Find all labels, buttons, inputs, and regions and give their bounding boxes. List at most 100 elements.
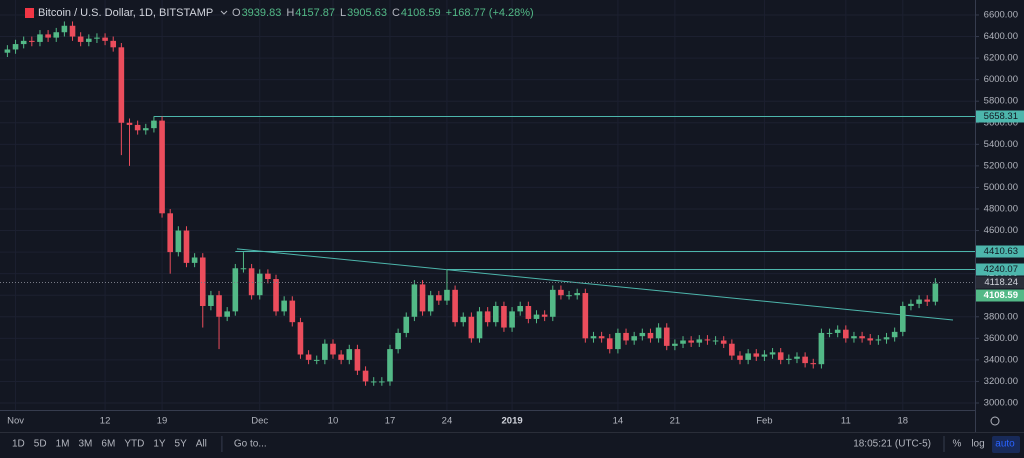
candle-body — [672, 343, 678, 346]
y-tick-label: 3400.00 — [984, 354, 1018, 365]
candle-body — [118, 47, 125, 123]
scale-option[interactable]: % — [953, 439, 962, 450]
candle-body — [932, 283, 939, 302]
candle-body — [826, 332, 833, 334]
candle-body — [411, 284, 418, 317]
candle-body — [45, 34, 51, 38]
range-button[interactable]: 5Y — [175, 439, 188, 450]
ohlc-value: 3939.83 — [242, 7, 282, 19]
range-button[interactable]: YTD — [124, 439, 144, 450]
candle-body — [883, 337, 890, 340]
grid — [0, 0, 975, 410]
candle-body — [362, 370, 369, 382]
toolbar: 1D 5D 1M 3M 6M YTD 1Y 5Y All Go to... 18:05:21 (UT… — [12, 436, 1020, 453]
candle-body — [37, 34, 43, 42]
level-label-bg — [976, 263, 1024, 276]
candle-body — [786, 358, 792, 360]
range-button[interactable]: 3M — [79, 439, 93, 450]
candle-body — [525, 305, 532, 319]
scale-option[interactable]: auto — [995, 439, 1015, 450]
goto-button[interactable]: Go to... — [234, 439, 267, 450]
candle-body — [183, 230, 190, 263]
candle-body — [419, 284, 426, 312]
y-tick-label: 4800.00 — [984, 204, 1018, 215]
range-button[interactable]: 5D — [34, 439, 47, 450]
x-tick-label: 21 — [670, 416, 681, 427]
candle-body — [305, 354, 312, 360]
candle-body — [232, 268, 239, 312]
candle-body — [102, 37, 108, 41]
candle-body — [256, 273, 263, 296]
legend-header: Bitcoin / U.S. Dollar, 1D, BITSTAMP O 393… — [25, 7, 534, 19]
candle-body — [688, 340, 694, 343]
candle-body — [110, 40, 117, 48]
y-tick-label: 3000.00 — [984, 398, 1018, 409]
candle-body — [753, 353, 760, 357]
candle-body — [908, 303, 914, 306]
candle-body — [851, 336, 857, 339]
y-tick-label: 5000.00 — [984, 182, 1018, 193]
candle-body — [191, 257, 198, 263]
range-button[interactable]: 1M — [56, 439, 70, 450]
range-button[interactable]: All — [196, 439, 207, 450]
x-tick-label: 2019 — [502, 416, 523, 427]
y-tick-label: 5600.00 — [984, 117, 1018, 128]
y-tick-label: 5800.00 — [984, 96, 1018, 107]
candle-body — [468, 316, 475, 339]
candle-body — [427, 295, 434, 312]
candle-body — [476, 311, 483, 339]
candle-body — [403, 316, 410, 333]
candle-body — [126, 122, 133, 125]
range-button[interactable]: 1D — [12, 439, 25, 450]
dropdown-icon[interactable] — [220, 10, 228, 15]
candle-body — [655, 327, 662, 339]
candle-body — [493, 305, 499, 323]
y-tick-label: 4600.00 — [984, 225, 1018, 236]
symbol-title[interactable]: Bitcoin / U.S. Dollar, 1D, BITSTAMP — [38, 7, 213, 19]
candle-body — [745, 353, 751, 360]
candle-body — [810, 363, 817, 365]
x-tick-label: 12 — [100, 416, 111, 427]
candle-body — [151, 120, 157, 129]
candle-body — [313, 359, 320, 361]
candle-body — [175, 230, 182, 253]
settings-icon[interactable] — [990, 416, 1000, 426]
candle-body — [387, 349, 393, 382]
range-button[interactable]: 6M — [101, 439, 115, 450]
candle-body — [208, 295, 214, 306]
ohlc-key: C — [392, 7, 400, 19]
x-tick-label: 10 — [328, 416, 339, 427]
candle-body — [566, 295, 572, 297]
candle-body — [224, 311, 230, 317]
x-tick-label: Dec — [251, 416, 268, 427]
candle-body — [216, 295, 222, 317]
candle-body — [167, 213, 173, 253]
y-tick-label: 5400.00 — [984, 139, 1018, 150]
candle-body — [53, 32, 60, 38]
x-tick-label: 18 — [898, 416, 909, 427]
candle-body — [330, 343, 336, 355]
candle-body — [86, 38, 92, 42]
candle-body — [61, 25, 68, 33]
change-value: +168.77 (+4.28%) — [446, 7, 534, 19]
candle-body — [354, 349, 361, 371]
candle-body — [240, 268, 247, 270]
candle-body — [859, 336, 865, 339]
candle-body — [69, 25, 76, 37]
candle-body — [297, 322, 304, 355]
candle-body — [615, 332, 621, 350]
x-tick-label: Feb — [756, 416, 772, 427]
range-button[interactable]: 1Y — [153, 439, 166, 450]
ohlc-key: H — [286, 7, 294, 19]
option-active-bg — [992, 436, 1020, 453]
y-tick-label: 6600.00 — [984, 9, 1018, 20]
y-tick-label: 3800.00 — [984, 311, 1018, 322]
ohlc-key: L — [340, 7, 346, 19]
candle-body — [794, 356, 800, 359]
candle-body — [558, 289, 564, 296]
candle-body — [590, 336, 597, 339]
plot — [0, 21, 975, 386]
scale-option[interactable]: log — [971, 439, 984, 450]
candle-body — [460, 316, 467, 323]
